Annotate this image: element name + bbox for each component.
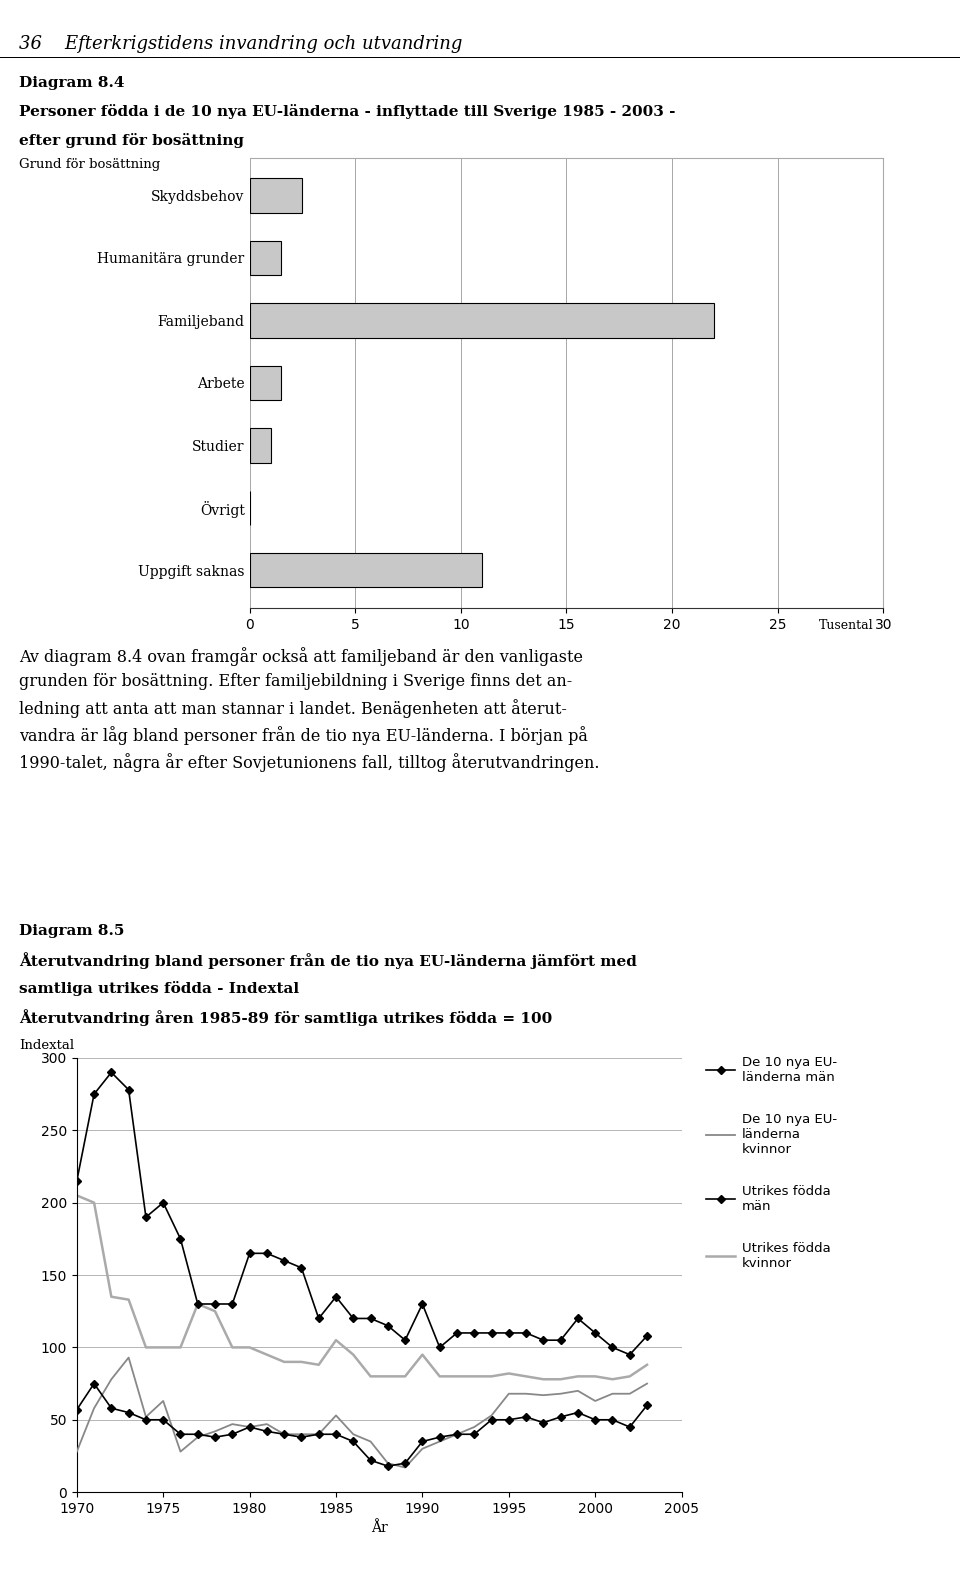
Text: Grund för bosättning: Grund för bosättning (19, 158, 160, 171)
Bar (250, 303, 714, 338)
Text: Diagram 8.5: Diagram 8.5 (19, 924, 125, 938)
Text: Tusental: Tusental (819, 619, 874, 632)
Text: Återutvandring bland personer från de tio nya EU-länderna jämfört med: Återutvandring bland personer från de ti… (19, 952, 637, 970)
Text: Indextal: Indextal (19, 1039, 74, 1052)
Text: 36    Efterkrigstidens invandring och utvandring: 36 Efterkrigstidens invandring och utvan… (19, 35, 463, 52)
Text: Diagram 8.4: Diagram 8.4 (19, 76, 125, 90)
Legend: De 10 nya EU-
länderna män, De 10 nya EU-
länderna
kvinnor, Utrikes födda
män, U: De 10 nya EU- länderna män, De 10 nya EU… (707, 1056, 837, 1270)
Text: Av diagram 8.4 ovan framgår också att familjeband är den vanligaste
grunden för : Av diagram 8.4 ovan framgår också att fa… (19, 647, 600, 772)
Bar (250, 178, 302, 213)
Bar (250, 553, 482, 587)
Text: efter grund för bosättning: efter grund för bosättning (19, 133, 244, 147)
Bar (250, 428, 271, 463)
Bar (250, 366, 281, 399)
Text: Återutvandring åren 1985-89 för samtliga utrikes födda = 100: Återutvandring åren 1985-89 för samtliga… (19, 1009, 552, 1026)
Text: samtliga utrikes födda - Indextal: samtliga utrikes födda - Indextal (19, 981, 300, 995)
Text: Personer födda i de 10 nya EU-länderna - inflyttade till Sverige 1985 - 2003 -: Personer födda i de 10 nya EU-länderna -… (19, 104, 676, 118)
Bar (250, 242, 281, 275)
X-axis label: År: År (371, 1522, 388, 1535)
